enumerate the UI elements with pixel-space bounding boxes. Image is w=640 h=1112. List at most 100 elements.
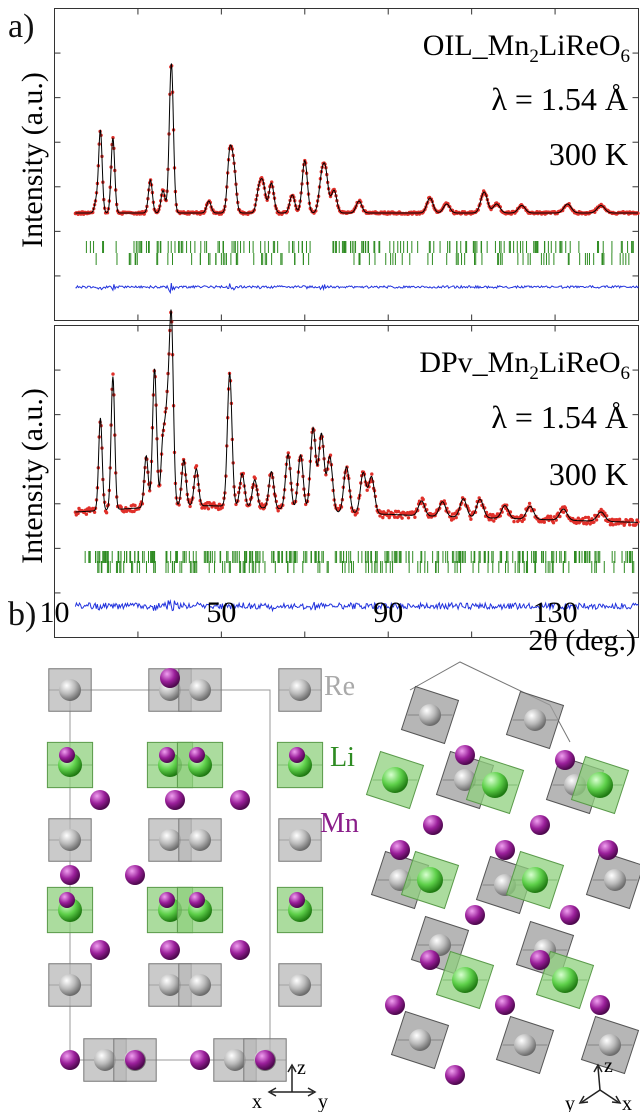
mn-atom <box>455 745 475 765</box>
observed-point <box>614 522 618 526</box>
mn-atom <box>159 747 175 763</box>
li-atom <box>382 767 408 793</box>
observed-point <box>286 451 290 455</box>
mn-atom <box>59 892 75 908</box>
panel-b-label: b) <box>8 596 37 633</box>
mn-atom <box>125 1050 145 1070</box>
li-atom <box>417 867 443 893</box>
observed-point <box>133 503 137 508</box>
observed-point <box>400 516 404 520</box>
x-tick-label: 90 <box>373 596 403 629</box>
mn-atom <box>385 995 405 1015</box>
re-atom <box>454 769 476 791</box>
observed-point <box>469 517 473 521</box>
mn-atom <box>598 840 618 860</box>
observed-point <box>611 523 615 527</box>
difference-line <box>75 283 639 295</box>
li-atom <box>552 967 578 993</box>
re-atom <box>429 934 451 956</box>
observed-point <box>454 515 458 520</box>
mn-atom <box>255 1050 275 1070</box>
panel-a-label: a) <box>8 8 35 45</box>
mn-atom <box>465 905 485 925</box>
mn-atom <box>90 940 110 960</box>
observed-point <box>561 510 566 514</box>
observed-point <box>413 515 417 519</box>
title-top: OIL_Mn2LiReO6 <box>423 29 630 67</box>
mn-atom <box>60 1050 80 1070</box>
y-axis-label-top: Intensity (a.u.) <box>16 72 49 248</box>
re-atom <box>514 1034 536 1056</box>
calculated-line <box>75 63 638 214</box>
calculated-line <box>75 309 638 523</box>
re-atom <box>159 974 181 996</box>
mn-atom <box>423 815 443 835</box>
axis-z-left: z <box>297 1057 306 1079</box>
observed-point <box>386 509 390 513</box>
re-atom <box>94 1049 116 1071</box>
axes-triad-left <box>267 1063 317 1097</box>
data-layer <box>73 63 640 613</box>
plot-frame-bottom <box>54 325 639 638</box>
observed-point <box>519 513 524 518</box>
mn-atom <box>125 865 145 885</box>
observed-point <box>76 511 80 516</box>
title-top-mid: LiReO <box>539 29 621 62</box>
observed-point <box>592 520 596 524</box>
observed-point <box>111 372 115 376</box>
axis-x-left: x <box>252 1091 262 1112</box>
observed-point <box>549 514 553 518</box>
title-bottom: DPv_Mn2LiReO6 <box>419 346 630 384</box>
legend-re: Re <box>324 671 355 702</box>
observed-point <box>542 520 546 524</box>
tick-marks <box>54 8 639 638</box>
re-atom <box>59 829 81 851</box>
re-atom <box>189 829 211 851</box>
title-bottom-prefix: DPv_Mn <box>419 346 529 379</box>
x-tick-label: 130 <box>533 596 578 629</box>
unit-cell <box>409 661 571 743</box>
mn-atom <box>190 1050 210 1070</box>
re-atom <box>159 829 181 851</box>
observed-point <box>188 504 192 509</box>
re-atom <box>604 869 626 891</box>
mn-atom <box>60 865 80 885</box>
observed-point <box>148 489 152 493</box>
observed-point <box>581 516 585 521</box>
x-axis-label: 2θ (deg.) <box>528 624 636 657</box>
observed-point <box>427 515 431 519</box>
mn-atom <box>230 790 250 810</box>
observed-point <box>492 519 496 523</box>
observed-point <box>586 515 591 520</box>
observed-point <box>370 472 374 476</box>
mn-atom <box>420 950 440 970</box>
plot-frame-top <box>54 8 639 321</box>
title-top-prefix: OIL_Mn <box>423 29 530 62</box>
observed-point <box>451 517 456 521</box>
re-atom <box>289 679 311 701</box>
observed-point <box>381 515 385 520</box>
observed-point <box>119 505 123 509</box>
pattern-0 <box>73 63 640 295</box>
title-bottom-sub1: 2 <box>529 363 539 384</box>
observed-point <box>91 210 95 215</box>
mn-atom <box>59 747 75 763</box>
wavelength-bottom: λ = 1.54 Å <box>491 399 628 435</box>
mn-atom <box>390 840 410 860</box>
mn-atom <box>159 892 175 908</box>
observed-point <box>628 523 632 527</box>
observed-point <box>276 509 280 513</box>
difference-line <box>74 599 639 613</box>
structure-right <box>365 661 640 1085</box>
temperature-top: 300 K <box>549 136 628 172</box>
observed-point <box>396 509 401 514</box>
mn-atom <box>530 950 550 970</box>
axis-y-right: y <box>565 1093 575 1112</box>
li-atom <box>452 967 478 993</box>
observed-point <box>194 464 199 468</box>
mn-atom <box>230 940 250 960</box>
observed-point <box>206 507 211 511</box>
legend-li: Li <box>330 742 355 773</box>
mn-atom <box>495 995 515 1015</box>
mn-atom <box>289 747 305 763</box>
